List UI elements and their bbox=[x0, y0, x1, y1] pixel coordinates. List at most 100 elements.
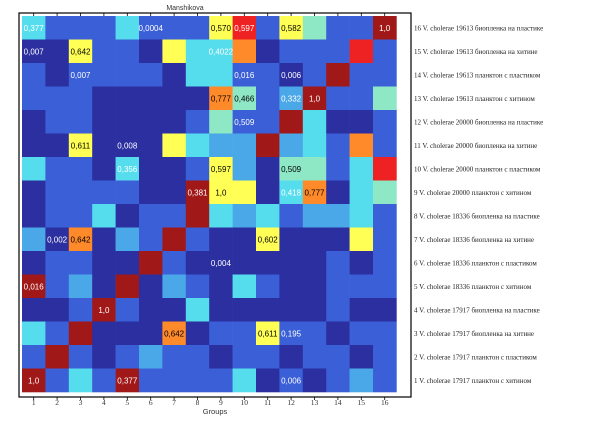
heatmap-cell bbox=[185, 16, 210, 40]
heatmap-cell bbox=[185, 63, 210, 87]
heatmap-cell bbox=[349, 321, 374, 346]
heatmap-cell bbox=[22, 204, 46, 228]
heatmap-cell bbox=[68, 63, 93, 87]
x-tick-label: 6 bbox=[149, 398, 153, 407]
heatmap-cell bbox=[185, 321, 210, 346]
row-label: 8 V. cholerae 18336 биопленка на пластик… bbox=[414, 212, 540, 220]
cell-value-label: 0,642 bbox=[70, 235, 91, 244]
row-label: 6 V. cholerae 18336 планктон с пластиком bbox=[414, 259, 537, 267]
heatmap-cell bbox=[22, 251, 46, 275]
heatmap-cell bbox=[115, 16, 140, 40]
heatmap-cell bbox=[22, 345, 46, 369]
heatmap-cell bbox=[45, 157, 70, 181]
heatmap-cell bbox=[256, 321, 280, 346]
heatmap-cell bbox=[232, 368, 257, 393]
heatmap-cell bbox=[232, 180, 257, 205]
cell-value-label: 0,570 bbox=[211, 24, 232, 33]
heatmap-cell bbox=[302, 345, 327, 369]
heatmap-cell bbox=[209, 110, 233, 134]
heatmap-cell bbox=[232, 110, 257, 134]
x-tick-label: 5 bbox=[125, 398, 129, 407]
cell-value-label: 0,007 bbox=[24, 47, 45, 56]
heatmap-cell bbox=[162, 321, 187, 346]
heatmap-cell bbox=[302, 110, 327, 134]
heatmap-cell bbox=[232, 39, 257, 64]
heatmap-cell bbox=[349, 368, 374, 393]
cell-value-label: 0,016 bbox=[24, 282, 45, 291]
heatmap-cell bbox=[373, 298, 397, 322]
cell-value-label: 0,597 bbox=[211, 165, 232, 174]
heatmap-cell bbox=[92, 274, 116, 299]
heatmap-cell bbox=[302, 180, 327, 205]
row-label: 12 V. cholerae 20000 биопленка на пласти… bbox=[414, 118, 543, 126]
heatmap-cell bbox=[302, 368, 327, 393]
heatmap-cell bbox=[209, 321, 233, 346]
heatmap-cell bbox=[162, 345, 187, 369]
heatmap-cell bbox=[279, 63, 304, 87]
cell-value-label: 0,509 bbox=[281, 165, 302, 174]
cell-value-label: 0,006 bbox=[281, 376, 302, 385]
heatmap-cell bbox=[68, 204, 93, 228]
heatmap-cell bbox=[232, 157, 257, 181]
heatmap-cell bbox=[373, 180, 397, 205]
heatmap-cell bbox=[279, 133, 304, 158]
heatmap-cell bbox=[139, 39, 163, 64]
plot-frame bbox=[18, 12, 412, 398]
cell-value-label: 0,777 bbox=[211, 94, 232, 103]
cell-value-label: 0,332 bbox=[281, 94, 302, 103]
heatmap-cell bbox=[45, 180, 70, 205]
heatmap-cell bbox=[302, 86, 327, 111]
heatmap-cell bbox=[232, 204, 257, 228]
heatmap-cell bbox=[92, 63, 116, 87]
heatmap-cell bbox=[373, 227, 397, 252]
heatmap-cell bbox=[22, 157, 46, 181]
heatmap-cell bbox=[115, 180, 140, 205]
cell-value-label: 1,0 bbox=[98, 306, 110, 315]
heatmap-cell bbox=[256, 133, 280, 158]
row-labels: 16 V. cholerae 19613 биопленка на пласти… bbox=[414, 24, 543, 385]
heatmap-cell bbox=[22, 16, 46, 40]
cell-value-label: 0,016 bbox=[234, 71, 255, 80]
heatmap-cell bbox=[209, 86, 233, 111]
heatmap-cell bbox=[139, 345, 163, 369]
heatmap-cell bbox=[373, 368, 397, 393]
heatmap-cell bbox=[279, 274, 304, 299]
heatmap-cell bbox=[139, 133, 163, 158]
cell-value-label: 0,377 bbox=[117, 376, 138, 385]
heatmap-cell bbox=[232, 227, 257, 252]
heatmap-cell bbox=[22, 180, 46, 205]
heatmap-cell bbox=[22, 227, 46, 252]
row-label: 15 V. cholerae 19613 биопленка на хитине bbox=[414, 48, 538, 56]
heatmap-cell bbox=[45, 321, 70, 346]
cell-value-label: 0,602 bbox=[258, 235, 279, 244]
heatmap-cell bbox=[68, 298, 93, 322]
heatmap-cell bbox=[115, 157, 140, 181]
heatmap-cell bbox=[326, 368, 350, 393]
heatmap-cell bbox=[185, 133, 210, 158]
heatmap-cell bbox=[256, 368, 280, 393]
heatmap-cell bbox=[209, 227, 233, 252]
heatmap-cell bbox=[279, 204, 304, 228]
row-label: 14 V. cholerae 19613 планктон с пластико… bbox=[414, 71, 541, 79]
heatmap-cell bbox=[209, 133, 233, 158]
row-label: 16 V. cholerae 19613 биопленка на пласти… bbox=[414, 24, 543, 32]
heatmap-cell bbox=[326, 180, 350, 205]
heatmap-cell bbox=[68, 227, 93, 252]
heatmap-cell bbox=[209, 16, 233, 40]
cell-value-label: 0,642 bbox=[164, 329, 185, 338]
cell-value-label: 0,509 bbox=[234, 118, 255, 127]
heatmap-cell bbox=[232, 298, 257, 322]
heatmap-cell bbox=[349, 251, 374, 275]
heatmap-cell bbox=[115, 368, 140, 393]
heatmap-cell bbox=[115, 204, 140, 228]
top-tick-marks bbox=[33, 13, 386, 16]
heatmap-cell bbox=[185, 39, 210, 64]
heatmap-cell bbox=[349, 298, 374, 322]
heatmap-cell bbox=[279, 251, 304, 275]
heatmap-cell bbox=[349, 204, 374, 228]
heatmap-cell bbox=[373, 133, 397, 158]
heatmap-cell bbox=[302, 227, 327, 252]
heatmap-cell bbox=[326, 345, 350, 369]
heatmap-cell bbox=[185, 298, 210, 322]
